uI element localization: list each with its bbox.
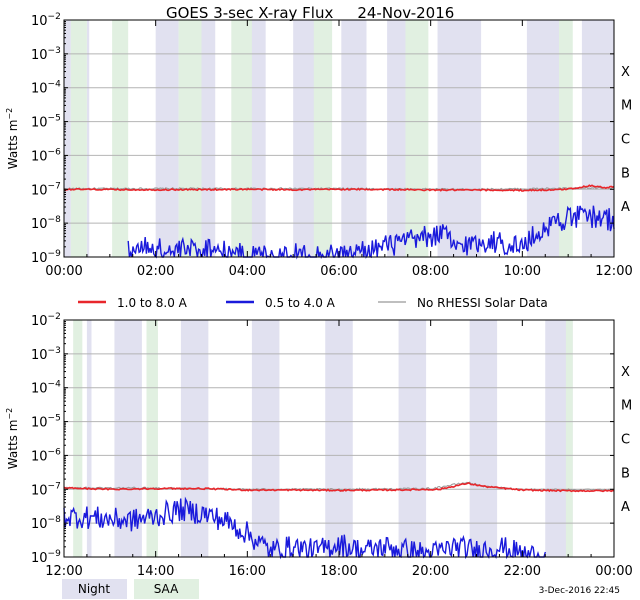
y-tick-label: 10−5 xyxy=(31,414,61,431)
y-tick-label: 10−6 xyxy=(31,147,61,164)
night-band xyxy=(180,320,209,557)
saa-band xyxy=(178,20,202,257)
x-tick-label: 10:00 xyxy=(504,264,541,279)
night-band xyxy=(341,20,367,257)
night-band xyxy=(64,20,71,257)
y-tick-label: 10−9 xyxy=(31,549,61,566)
y-axis-title: Watts m−2 xyxy=(5,108,20,169)
night-legend-label: Night xyxy=(78,582,111,596)
x-tick-label: 12:00 xyxy=(45,564,82,579)
night-band xyxy=(251,320,280,557)
x-tick-label: 18:00 xyxy=(320,564,357,579)
x-tick-label: 22:00 xyxy=(504,564,541,579)
y-tick-label: 10−2 xyxy=(31,12,61,29)
x-tick-label: 00:00 xyxy=(595,564,632,579)
saa-legend-label: SAA xyxy=(154,582,179,596)
legend-long-label: 1.0 to 8.0 A xyxy=(117,296,188,310)
night-band xyxy=(437,20,482,257)
y-tick-label: 10−7 xyxy=(31,481,61,498)
night-band xyxy=(469,320,498,557)
saa-band xyxy=(405,20,429,257)
night-legend-swatch xyxy=(62,579,127,599)
x-tick-label: 08:00 xyxy=(412,264,449,279)
y-tick-label: 10−3 xyxy=(31,46,61,63)
legend-norhessi-label: No RHESSI Solar Data xyxy=(417,296,548,310)
top-panel-plot: 10−2 10−3 10−4 10−5 10−6 10−7 10−8 10−9 X M C B A Wat… xyxy=(5,12,633,279)
flare-class-label: A xyxy=(621,200,630,215)
series-line xyxy=(63,482,615,493)
y-tick-label: 10−6 xyxy=(31,447,61,464)
y-tick-label: 10−2 xyxy=(31,312,61,329)
figure-title: GOES 3-sec X-ray Flux 24-Nov-2016 xyxy=(166,4,454,22)
legend-short-label: 0.5 to 4.0 A xyxy=(265,296,336,310)
x-tick-label: 12:00 xyxy=(595,264,632,279)
flare-class-label: B xyxy=(621,166,630,181)
y-tick-label: 10−9 xyxy=(31,249,61,266)
flare-class-label: C xyxy=(621,433,630,448)
x-tick-label: 06:00 xyxy=(320,264,357,279)
x-tick-label: 02:00 xyxy=(137,264,174,279)
saa-band xyxy=(565,320,573,557)
saa-band xyxy=(313,20,333,257)
night-band xyxy=(86,320,92,557)
saa-legend-swatch xyxy=(134,579,199,599)
saa-band xyxy=(146,320,158,557)
series-line xyxy=(63,184,615,192)
flare-class-label: X xyxy=(621,365,630,380)
flare-class-label: X xyxy=(621,65,630,80)
y-tick-label: 10−4 xyxy=(31,80,61,97)
y-tick-label: 10−8 xyxy=(31,515,61,532)
flare-class-label: A xyxy=(621,500,630,515)
saa-band xyxy=(73,320,83,557)
legend: 1.0 to 8.0 A 0.5 to 4.0 A No RHESSI Sola… xyxy=(78,296,548,310)
night-band xyxy=(398,320,427,557)
night-band xyxy=(155,20,179,257)
night-band xyxy=(325,320,353,557)
x-tick-label: 04:00 xyxy=(229,264,266,279)
y-tick-label: 10−4 xyxy=(31,380,61,397)
x-tick-label: 20:00 xyxy=(412,564,449,579)
night-band xyxy=(526,20,559,257)
x-tick-label: 14:00 xyxy=(137,564,174,579)
night-band xyxy=(86,20,90,257)
saa-band xyxy=(112,20,129,257)
y-tick-label: 10−5 xyxy=(31,114,61,131)
y-axis-title: Watts m−2 xyxy=(5,408,20,469)
flare-class-label: M xyxy=(621,99,632,114)
series-line xyxy=(63,186,615,191)
night-saa-legend: Night SAA xyxy=(62,579,199,599)
y-tick-label: 10−3 xyxy=(31,346,61,363)
saa-band xyxy=(559,20,573,257)
y-tick-label: 10−7 xyxy=(31,181,61,198)
generated-timestamp: 3-Dec-2016 22:45 xyxy=(539,586,620,596)
saa-band xyxy=(231,20,252,257)
series-line xyxy=(63,496,546,560)
flare-class-label: M xyxy=(621,399,632,414)
x-tick-label: 16:00 xyxy=(229,564,266,579)
flare-class-label: C xyxy=(621,133,630,148)
flare-class-label: B xyxy=(621,466,630,481)
y-tick-label: 10−8 xyxy=(31,215,61,232)
bottom-panel-plot: 10−2 10−3 10−4 10−5 10−6 10−7 10−8 10−9 X M C B A Wat… xyxy=(5,312,633,579)
saa-band xyxy=(70,20,87,257)
x-tick-label: 00:00 xyxy=(45,264,82,279)
